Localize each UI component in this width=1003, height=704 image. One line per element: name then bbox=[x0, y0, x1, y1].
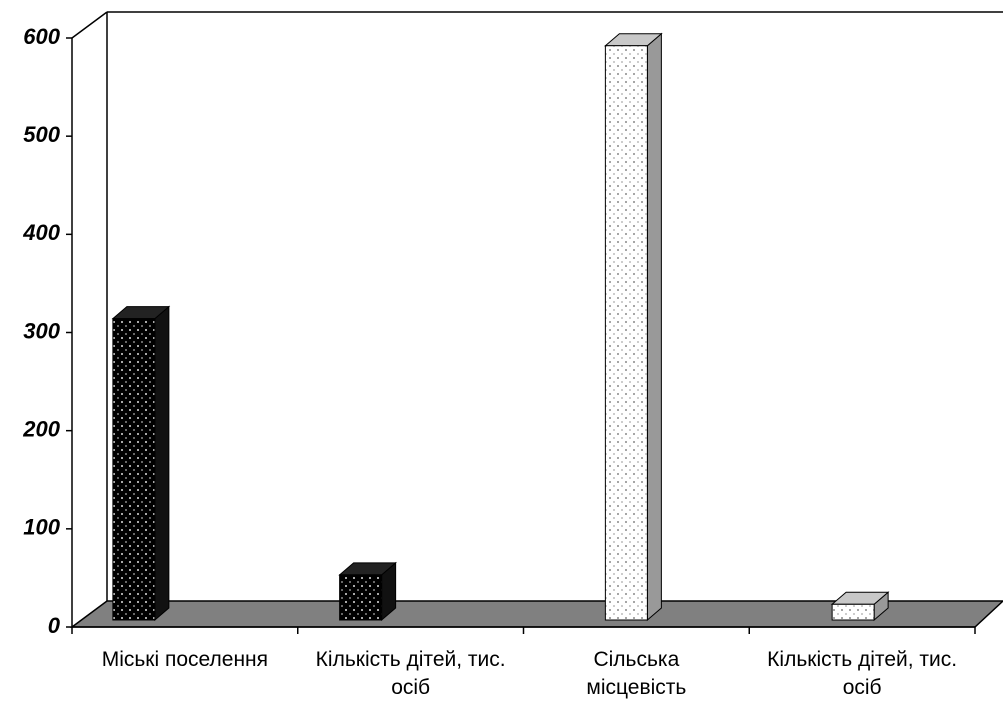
y-tick-label: 500 bbox=[23, 122, 60, 147]
bar bbox=[111, 305, 171, 622]
side-wall-top bbox=[71, 11, 108, 39]
y-tick-label: 200 bbox=[22, 416, 60, 441]
bar bbox=[830, 591, 890, 622]
bar-front bbox=[112, 318, 156, 621]
y-tick-label: 0 bbox=[48, 613, 61, 638]
x-tick-label: Сільська місцевість bbox=[586, 648, 687, 699]
bar-side bbox=[646, 32, 662, 622]
bar-side bbox=[154, 305, 170, 622]
x-tick-label: Кількість дітей, тис. осіб bbox=[767, 648, 958, 699]
bar-front bbox=[831, 603, 875, 621]
x-tick-label: Кількість дітей, тис. осіб bbox=[315, 648, 506, 699]
x-tick-label: Міські поселення bbox=[101, 648, 269, 671]
bar bbox=[338, 561, 397, 622]
bar bbox=[604, 32, 663, 622]
bar-front bbox=[339, 574, 383, 621]
y-tick-label: 400 bbox=[22, 220, 60, 245]
y-tick-label: 100 bbox=[23, 515, 60, 540]
y-tick-label: 300 bbox=[23, 318, 60, 343]
bar-front bbox=[604, 45, 648, 621]
y-tick-label: 600 bbox=[23, 24, 60, 49]
